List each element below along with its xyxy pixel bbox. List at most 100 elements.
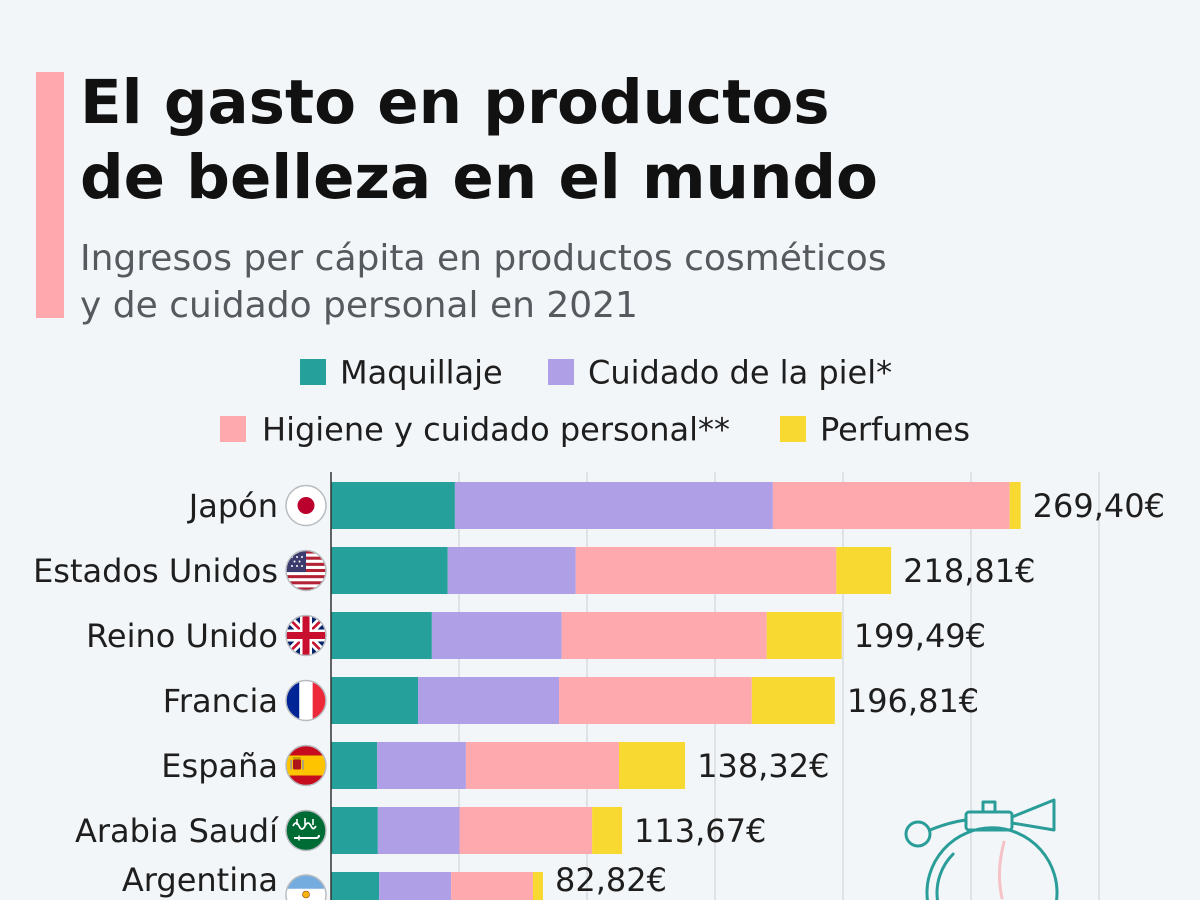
bar-argentina bbox=[331, 872, 543, 900]
perfume-bottle-cap bbox=[981, 800, 997, 814]
flag-star bbox=[301, 556, 303, 558]
value-label: 269,40€ bbox=[1033, 487, 1165, 525]
country-label: Arabia Saudí bbox=[75, 812, 279, 850]
bar-segment-arabia-saudi-perfumes bbox=[592, 807, 623, 854]
country-label: España bbox=[161, 747, 278, 785]
legend-label-maquillaje: Maquillaje bbox=[340, 354, 503, 392]
perfume-bottle-inner-line bbox=[935, 852, 955, 900]
legend-label-perfumes: Perfumes bbox=[820, 411, 970, 449]
title-line-1: El gasto en productos bbox=[80, 67, 830, 138]
subtitle-line-1: Ingresos per cápita en productos cosméti… bbox=[80, 238, 887, 279]
bar-segment-espana-higiene-y-cuidado-personal bbox=[465, 742, 619, 789]
spain-flag-icon bbox=[285, 744, 327, 787]
usa-flag-icon bbox=[285, 549, 327, 592]
flag-field bbox=[286, 810, 326, 851]
bar-espana bbox=[331, 742, 686, 789]
flag-red-cross bbox=[286, 615, 326, 656]
bar-segment-estados-unidos-cuidado-de-la-piel bbox=[447, 547, 576, 594]
bar-francia bbox=[331, 677, 835, 724]
perfume-liquid-line bbox=[997, 840, 1006, 900]
value-label: 82,82€ bbox=[555, 861, 667, 899]
flag-sword bbox=[294, 834, 320, 839]
bars bbox=[331, 482, 1021, 900]
legend-label-higiene: Higiene y cuidado personal** bbox=[262, 411, 730, 449]
value-label: 138,32€ bbox=[697, 747, 829, 785]
flag-border bbox=[285, 484, 327, 527]
flag-emblem-crown bbox=[293, 757, 301, 760]
country-labels: Japón Estados Unidos Reino Unido Francia… bbox=[33, 487, 279, 899]
bar-japon bbox=[331, 482, 1021, 529]
legend-swatch-maquillaje bbox=[300, 359, 326, 385]
bar-segment-espana-perfumes bbox=[619, 742, 686, 789]
bar-segment-arabia-saudi-cuidado-de-la-piel bbox=[377, 807, 460, 854]
value-label: 196,81€ bbox=[847, 682, 979, 720]
flag-emblem-shield bbox=[293, 759, 301, 770]
bar-segment-francia-higiene-y-cuidado-personal bbox=[559, 677, 752, 724]
saudi-arabia-flag-icon bbox=[285, 809, 327, 852]
flag-border bbox=[285, 874, 327, 900]
value-labels: 269,40€ 218,81€ 199,49€ 196,81€ 138,32€ … bbox=[555, 487, 1165, 899]
flag-field bbox=[286, 745, 326, 786]
japan-flag-icon bbox=[285, 484, 327, 527]
flag-red-disc bbox=[297, 497, 315, 514]
perfume-bottle-body bbox=[925, 826, 1059, 900]
flag-field bbox=[286, 875, 326, 900]
legend: Maquillaje Cuidado de la piel* Higiene y… bbox=[220, 354, 970, 449]
bar-segment-estados-unidos-maquillaje bbox=[331, 547, 448, 594]
flag-star bbox=[296, 556, 298, 558]
legend-label-cuidado-piel: Cuidado de la piel* bbox=[588, 354, 892, 392]
bar-segment-reino-unido-maquillaje bbox=[331, 612, 432, 659]
legend-swatch-cuidado-piel bbox=[548, 359, 574, 385]
title-line-2: de belleza en el mundo bbox=[80, 142, 878, 213]
bar-arabia-saudi bbox=[331, 807, 623, 854]
bar-segment-reino-unido-perfumes bbox=[766, 612, 842, 659]
bar-segment-argentina-perfumes bbox=[532, 872, 543, 900]
flag-sun bbox=[302, 890, 310, 899]
bar-segment-argentina-higiene-y-cuidado-personal bbox=[451, 872, 533, 900]
bar-segment-argentina-cuidado-de-la-piel bbox=[379, 872, 452, 900]
bar-segment-japon-higiene-y-cuidado-personal bbox=[772, 482, 1010, 529]
flag-green-field bbox=[286, 810, 326, 851]
value-label: 218,81€ bbox=[903, 552, 1035, 590]
flag-border bbox=[285, 809, 327, 852]
perfume-bottle-tube bbox=[928, 818, 968, 832]
bar-reino-unido bbox=[331, 612, 842, 659]
perfume-bottle-bulb bbox=[904, 820, 932, 848]
flag-script-strokes bbox=[296, 818, 314, 825]
flag-border bbox=[285, 549, 327, 592]
uk-flag-icon bbox=[285, 614, 327, 657]
flag-field bbox=[286, 615, 326, 656]
bar-segment-estados-unidos-higiene-y-cuidado-personal bbox=[575, 547, 837, 594]
flag-star bbox=[291, 565, 293, 567]
france-flag-icon bbox=[285, 679, 327, 722]
bar-segment-japon-cuidado-de-la-piel bbox=[454, 482, 773, 529]
country-label: Japón bbox=[187, 487, 278, 525]
flag-red-band bbox=[286, 775, 326, 786]
flag-star bbox=[298, 560, 301, 563]
title-accent-bar bbox=[36, 72, 64, 318]
flag-stripe bbox=[286, 578, 326, 582]
country-label: Francia bbox=[163, 682, 278, 720]
bar-segment-arabia-saudi-maquillaje bbox=[331, 807, 378, 854]
bar-segment-francia-perfumes bbox=[751, 677, 835, 724]
country-label: Argentina bbox=[122, 861, 278, 899]
flag-blue-band bbox=[286, 875, 326, 889]
flag-border bbox=[285, 744, 327, 787]
bar-segment-japon-maquillaje bbox=[331, 482, 455, 529]
flag-emblem-pillar bbox=[302, 760, 304, 770]
flag-star bbox=[293, 560, 296, 563]
flag-yellow-band bbox=[286, 755, 326, 776]
flag-border bbox=[285, 614, 327, 657]
bar-segment-japon-perfumes bbox=[1009, 482, 1021, 529]
legend-swatch-higiene bbox=[220, 416, 246, 442]
flag-star bbox=[296, 565, 298, 567]
flag-star bbox=[301, 565, 303, 567]
bar-segment-reino-unido-cuidado-de-la-piel bbox=[431, 612, 562, 659]
flag-red-band bbox=[286, 745, 326, 756]
flag-stripe bbox=[286, 584, 326, 588]
flag-emblem-pillar bbox=[290, 760, 292, 770]
bar-segment-francia-cuidado-de-la-piel bbox=[418, 677, 560, 724]
perfume-bottle-icon bbox=[904, 798, 1059, 900]
value-label: 113,67€ bbox=[634, 812, 766, 850]
